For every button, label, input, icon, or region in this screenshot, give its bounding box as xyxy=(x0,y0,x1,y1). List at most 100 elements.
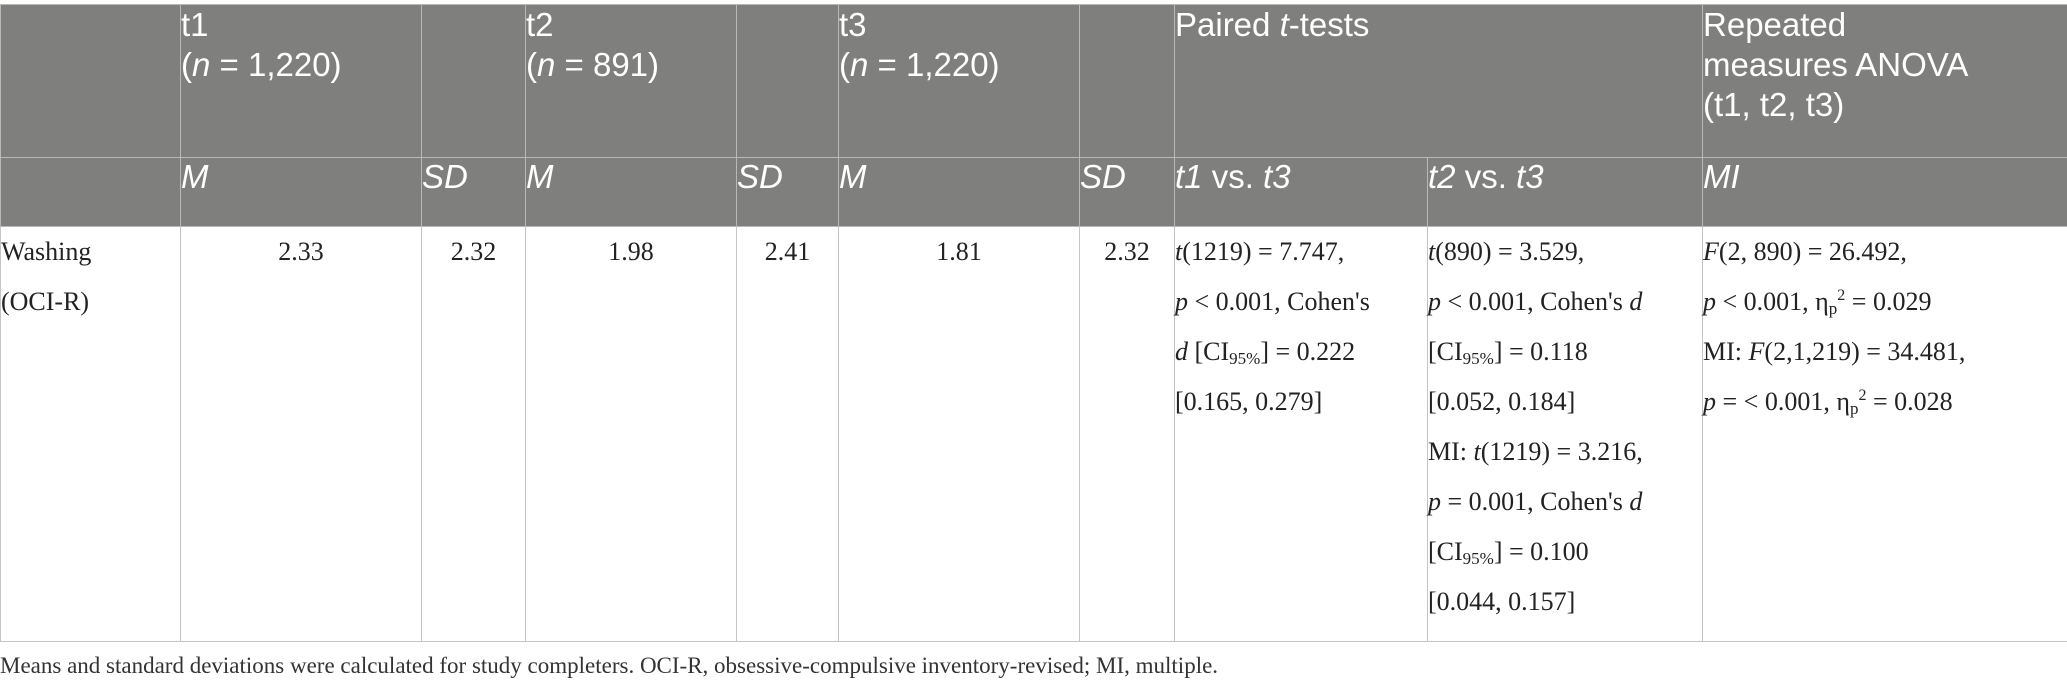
t1vst3-line1: t(1219) = 7.747, xyxy=(1175,227,1427,277)
anova-l4-mid: = < 0.001, η xyxy=(1716,387,1850,416)
t2vst3-l1-rest: (890) = 3.529, xyxy=(1435,237,1585,266)
anova-l4-rest: = 0.028 xyxy=(1866,387,1953,416)
results-table: t1 (n = 1,220) t2 (n = 891) t3 (n = 1,22… xyxy=(0,4,2067,642)
header-t2-n-value: = 891) xyxy=(555,46,660,83)
header-t1-n-value: = 1,220) xyxy=(210,46,342,83)
t2vst3-l5-rest: (1219) = 3.216, xyxy=(1480,437,1643,466)
t2vst3-l1-var: t xyxy=(1428,237,1436,266)
t2vst3-l3-ci: [CI xyxy=(1428,337,1463,366)
anova-l2-sub: p xyxy=(1828,299,1838,318)
subheader-t3-label-1: t3 xyxy=(1263,158,1291,195)
anova-l1-rest: (2, 890) = 26.492, xyxy=(1718,237,1907,266)
anova-l3-rest: (2,1,219) = 34.481, xyxy=(1764,337,1966,366)
anova-line4: p = < 0.001, ηp2 = 0.028 xyxy=(1703,377,2067,427)
anova-line2: p < 0.001, ηp2 = 0.029 xyxy=(1703,277,2067,327)
t1vst3-l3-rest: ] = 0.222 xyxy=(1260,337,1356,366)
t2vst3-l2-var2: d xyxy=(1629,287,1643,316)
subheader-t3-sd: SD xyxy=(1079,157,1175,227)
header-t2: t2 (n = 891) xyxy=(525,4,737,158)
subheader-t2-sd: SD xyxy=(736,157,839,227)
subheader-t2-vs-t3: t2 vs. t3 xyxy=(1426,157,1704,227)
header-t3: t3 (n = 1,220) xyxy=(838,4,1080,158)
t2vst3-l7-sub: 95% xyxy=(1462,549,1494,568)
subheader-t1-vs-t3: t1 vs. t3 xyxy=(1174,157,1428,227)
t2vst3-line2: p < 0.001, Cohen's d xyxy=(1428,277,1702,327)
header-t1: t1 (n = 1,220) xyxy=(180,4,422,158)
subheader-t3-m: M xyxy=(838,157,1080,227)
header-t2-n-var: n xyxy=(537,46,556,83)
header-t1-label: t1 xyxy=(181,6,209,43)
anova-l2-sup: 2 xyxy=(1837,287,1846,304)
anova-l3-var: F xyxy=(1748,337,1765,366)
t1vst3-l2-var: p xyxy=(1175,287,1188,316)
subheader-row: M SD M SD M SD t1 vs. t3 t2 vs. t3 MI xyxy=(0,157,2067,227)
header-t2-paren: ( xyxy=(526,46,537,83)
header-anova-line2: measures ANOVA xyxy=(1703,46,1969,83)
t2vst3-l3-rest: ] = 0.118 xyxy=(1493,337,1588,366)
cell-t1-vs-t3: t(1219) = 7.747, p < 0.001, Cohen's d [C… xyxy=(1174,226,1428,642)
header-t3-n: (n = 1,220) xyxy=(839,45,1079,85)
header-t2-label: t2 xyxy=(526,6,554,43)
t1vst3-l3-sub: 95% xyxy=(1229,349,1261,368)
anova-l4-sup: 2 xyxy=(1858,387,1867,404)
t1vst3-line4: [0.165, 0.279] xyxy=(1175,387,1323,416)
anova-l2-var: p xyxy=(1703,287,1717,316)
t2vst3-line5: MI: t(1219) = 3.216, xyxy=(1428,427,1702,477)
header-row: t1 (n = 1,220) t2 (n = 891) t3 (n = 1,22… xyxy=(0,4,2067,158)
t2vst3-line1: t(890) = 3.529, xyxy=(1428,227,1702,277)
t2vst3-l2-rest: < 0.001, Cohen's xyxy=(1441,287,1630,316)
cell-t2-m: 1.98 xyxy=(525,226,737,642)
table-row: Washing (OCI-R) 2.33 2.32 1.98 2.41 1.81… xyxy=(0,226,2067,642)
cell-t1-sd: 2.32 xyxy=(421,226,526,642)
header-t1-paren: ( xyxy=(181,46,192,83)
t2vst3-l3-sub: 95% xyxy=(1462,349,1494,368)
subheader-empty-cell xyxy=(0,157,181,227)
row-label-line1: Washing xyxy=(1,237,92,266)
t1vst3-line2: p < 0.001, Cohen's xyxy=(1175,277,1427,327)
t2vst3-l5-pre: MI: xyxy=(1428,437,1474,466)
t2vst3-l7-rest: ] = 0.100 xyxy=(1493,537,1589,566)
header-t3-n-var: n xyxy=(850,46,869,83)
t2vst3-line8: [0.044, 0.157] xyxy=(1428,587,1576,616)
anova-l2-mid: < 0.001, η xyxy=(1716,287,1829,316)
t1vst3-l1-var: t xyxy=(1175,237,1183,266)
anova-l1-var: F xyxy=(1703,237,1719,266)
anova-l3-pre: MI: xyxy=(1703,337,1749,366)
subheader-t1-sd: SD xyxy=(421,157,526,227)
header-t3-paren: ( xyxy=(839,46,850,83)
subheader-vs-2: vs. xyxy=(1455,158,1517,195)
header-anova: Repeated measures ANOVA (t1, t2, t3) xyxy=(1702,4,2067,158)
header-anova-line3: (t1, t2, t3) xyxy=(1703,86,1845,123)
header-t2-n: (n = 891) xyxy=(526,45,736,85)
t2vst3-line3: [CI95%] = 0.118 xyxy=(1428,327,1702,377)
header-t3-n-value: = 1,220) xyxy=(868,46,1000,83)
anova-l2-rest: = 0.029 xyxy=(1845,287,1932,316)
t2vst3-l6-rest: = 0.001, Cohen's xyxy=(1441,487,1630,516)
t1vst3-l3-ci: [CI xyxy=(1188,337,1230,366)
cell-t1-m: 2.33 xyxy=(180,226,422,642)
subheader-t2-m: M xyxy=(525,157,737,227)
header-paired-tests: Paired t-tests xyxy=(1173,4,1704,158)
header-anova-line1: Repeated xyxy=(1703,6,1847,43)
t2vst3-line4: [0.052, 0.184] xyxy=(1428,387,1576,416)
t2vst3-line7: [CI95%] = 0.100 xyxy=(1428,527,1702,577)
anova-l4-var: p xyxy=(1703,387,1717,416)
anova-line3: MI: F(2,1,219) = 34.481, xyxy=(1703,327,2067,377)
t2vst3-l6-var2: d xyxy=(1629,487,1643,516)
table-footnote: Means and standard deviations were calcu… xyxy=(0,653,1219,678)
subheader-vs-1: vs. xyxy=(1202,158,1264,195)
t2vst3-l6-var: p xyxy=(1428,487,1441,516)
anova-l4-sub: p xyxy=(1849,399,1859,418)
subheader-mi: MI xyxy=(1702,157,2067,227)
cell-t3-m: 1.81 xyxy=(838,226,1080,642)
cell-anova: F(2, 890) = 26.492, p < 0.001, ηp2 = 0.0… xyxy=(1702,226,2067,642)
t2vst3-line6: p = 0.001, Cohen's d xyxy=(1428,477,1702,527)
t2vst3-l5-var: t xyxy=(1473,437,1481,466)
subheader-t2-label: t2 xyxy=(1428,158,1456,195)
anova-line1: F(2, 890) = 26.492, xyxy=(1703,227,2067,277)
row-label-line2: (OCI-R) xyxy=(1,287,90,316)
header-paired-pre: Paired xyxy=(1175,6,1280,43)
t1vst3-l3-var: d xyxy=(1175,337,1188,366)
t2vst3-l7-ci: [CI xyxy=(1428,537,1463,566)
header-t1-n: (n = 1,220) xyxy=(181,45,421,85)
